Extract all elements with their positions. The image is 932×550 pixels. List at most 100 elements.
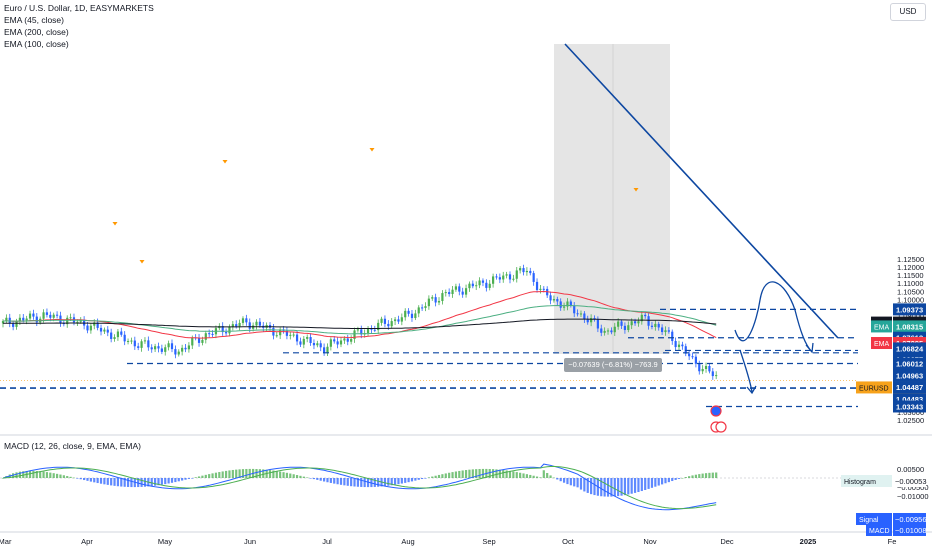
candle-body — [522, 268, 525, 273]
histogram-bar — [360, 478, 363, 487]
histogram-bar — [248, 468, 251, 478]
histogram-bar — [49, 472, 52, 478]
indicator-ema200[interactable]: EMA (200, close) — [4, 27, 69, 37]
histogram-bar — [664, 478, 667, 484]
candle-body — [529, 270, 532, 274]
candle-body — [329, 339, 332, 347]
histogram-bar — [292, 474, 295, 478]
time-axis-label: Jul — [322, 537, 332, 546]
macd-value-box — [893, 475, 926, 487]
price-tick-label: 1.02500 — [897, 416, 924, 425]
histogram-bar — [623, 478, 627, 496]
histogram-bar — [120, 478, 123, 487]
candle-body — [221, 325, 224, 333]
histogram-bar — [674, 478, 677, 480]
histogram-bar — [363, 478, 366, 488]
histogram-bar — [275, 470, 278, 478]
candle-body — [556, 299, 559, 302]
price-marker-value: 1.04487 — [896, 383, 923, 392]
candle-body — [448, 292, 451, 295]
histogram-bar — [167, 478, 170, 484]
histogram-bar — [76, 478, 79, 479]
indicator-ema100[interactable]: EMA (100, close) — [4, 39, 69, 49]
histogram-bar — [339, 478, 343, 485]
candle-body — [576, 313, 579, 315]
price-marker — [893, 400, 926, 413]
candle-body — [89, 325, 92, 331]
histogram-bar — [404, 478, 407, 483]
price-tick-label: 1.11500 — [897, 271, 924, 280]
candle-body — [525, 270, 528, 273]
macd-tag-label: Signal — [859, 517, 879, 524]
candle-body — [25, 318, 28, 321]
indicator-ema45[interactable]: EMA (45, close) — [4, 15, 64, 25]
histogram-bar — [684, 477, 687, 478]
histogram-bar — [650, 478, 654, 488]
histogram-bar — [701, 473, 704, 478]
histogram-bar — [478, 468, 481, 478]
histogram-bar — [268, 470, 272, 478]
dividend-marker-icon — [369, 148, 375, 152]
histogram-bar — [620, 478, 623, 496]
histogram-bar — [590, 478, 593, 495]
histogram-bar — [187, 478, 190, 479]
histogram-bar — [573, 478, 576, 487]
candle-body — [123, 334, 126, 342]
price-tick-label: 1.12000 — [897, 263, 924, 272]
histogram-bar — [18, 471, 21, 478]
candle-body — [279, 329, 282, 336]
histogram-bar — [346, 478, 349, 486]
macd-title[interactable]: MACD (12, 26, close, 9, EMA, EMA) — [4, 441, 141, 451]
histogram-bar — [356, 478, 359, 487]
histogram-bar — [711, 472, 714, 478]
currency-selector[interactable]: USD — [890, 3, 926, 21]
histogram-bar — [231, 469, 234, 478]
histogram-bar — [289, 473, 292, 478]
candle-body — [137, 346, 140, 348]
histogram-bar — [407, 478, 410, 483]
candle-body — [373, 329, 376, 331]
histogram-bar — [218, 472, 221, 478]
candle-body — [397, 319, 400, 322]
candle-body — [15, 321, 18, 327]
histogram-bar — [654, 478, 657, 487]
histogram-bar — [704, 473, 708, 478]
time-axis-label: Apr — [81, 537, 93, 546]
histogram-bar — [143, 478, 147, 487]
histogram-bar — [262, 469, 265, 478]
histogram-bar — [454, 471, 458, 478]
histogram-bar — [306, 477, 309, 479]
histogram-bar — [512, 471, 515, 478]
candle-body — [55, 314, 59, 316]
macd-value: −0.00956 — [895, 515, 927, 524]
price-tick-label: 1.10000 — [897, 295, 924, 304]
histogram-bar — [174, 478, 177, 483]
price-marker-value: 1.06012 — [896, 360, 923, 369]
candle-body — [437, 300, 441, 303]
candle-body — [143, 340, 147, 342]
candle-body — [681, 344, 684, 347]
histogram-bar — [15, 472, 18, 478]
histogram-bar — [333, 478, 336, 484]
candle-body — [1, 321, 5, 324]
histogram-bar — [309, 478, 312, 479]
histogram-bar — [343, 478, 346, 486]
ema100-line — [3, 304, 717, 335]
macd-histogram — [1, 468, 718, 497]
candle-body — [126, 340, 130, 342]
histogram-bar — [627, 478, 630, 495]
macd-line — [2, 463, 717, 511]
histogram-bar — [481, 468, 485, 478]
histogram-bar — [329, 478, 332, 483]
histogram-bar — [272, 470, 275, 478]
macd-tag-label: Histogram — [844, 479, 876, 486]
candle-body — [552, 299, 556, 301]
candle-body — [336, 341, 339, 345]
histogram-bar — [42, 471, 45, 478]
price-tick-label: 1.11000 — [897, 279, 924, 288]
candle-body — [228, 326, 231, 334]
histogram-bar — [677, 478, 681, 479]
histogram-bar — [55, 473, 59, 478]
candle-body — [593, 318, 596, 320]
